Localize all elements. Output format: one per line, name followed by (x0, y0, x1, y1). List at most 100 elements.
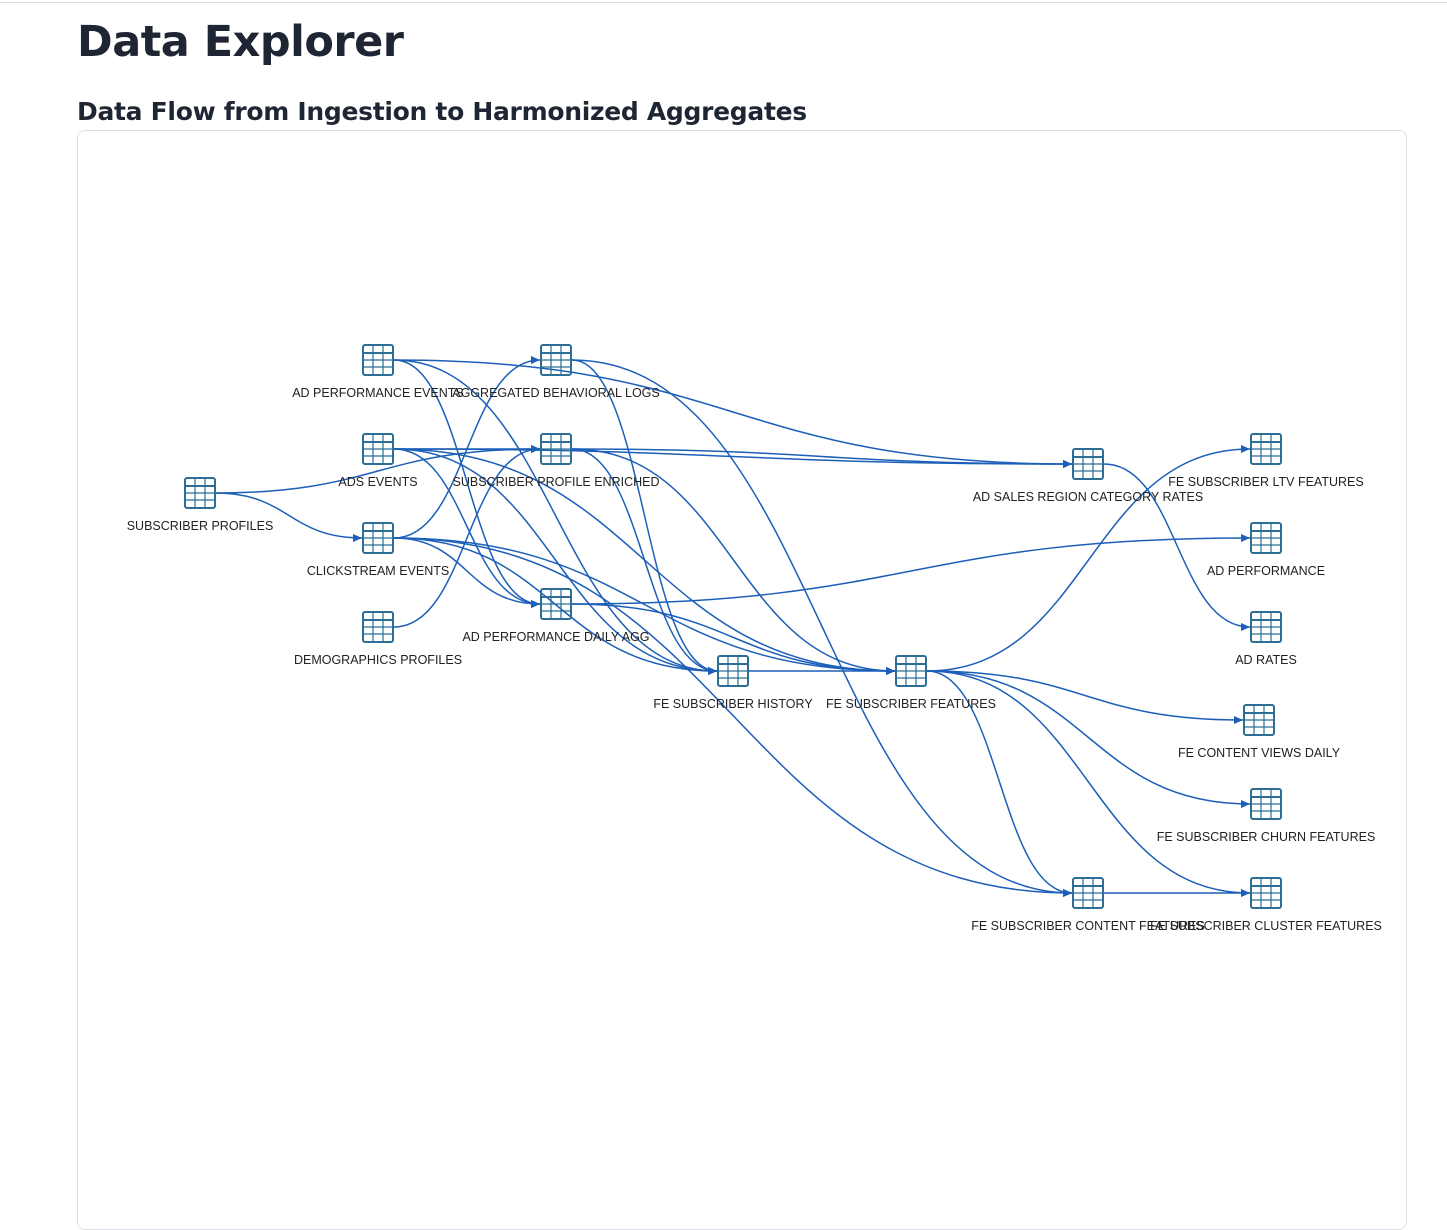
edge-subscriber_profile_enriched-to-fe_subscriber_history (571, 448, 718, 672)
node-label: FE SUBSCRIBER HISTORY (653, 697, 813, 711)
node-fe-subscriber-features[interactable]: FE SUBSCRIBER FEATURES (826, 655, 996, 711)
edge-fe_subscriber_features-to-fe_subscriber_churn_features (926, 670, 1251, 805)
edge-arrowhead (353, 534, 362, 542)
node-fe-subscriber-ltv-features[interactable]: FE SUBSCRIBER LTV FEATURES (1168, 433, 1364, 489)
edge-arrowhead (1063, 460, 1072, 468)
node-ad-performance-events[interactable]: AD PERFORMANCE EVENTS (292, 344, 464, 400)
table-icon (895, 655, 927, 687)
edge-arrowhead (1241, 800, 1250, 808)
edge-arrowhead (1241, 889, 1250, 897)
edge-clickstream_events-to-aggregated_behavioral_logs (393, 359, 541, 539)
edge-demographics_profiles-to-subscriber_profile_enriched (393, 448, 541, 628)
edge-arrowhead (708, 667, 717, 675)
edge-subscriber_profile_enriched-to-fe_subscriber_features (571, 448, 896, 672)
node-fe-content-views-daily[interactable]: FE CONTENT VIEWS DAILY (1178, 704, 1341, 760)
edge-subscriber_profiles-to-clickstream_events (215, 492, 363, 539)
node-ad-sales-region-category-rates[interactable]: AD SALES REGION CATEGORY RATES (973, 448, 1203, 504)
node-label: FE SUBSCRIBER CLUSTER FEATURES (1150, 919, 1382, 933)
edge-aggregated_behavioral_logs-to-fe_subscriber_content_features (571, 359, 1073, 894)
node-fe-subscriber-churn-features[interactable]: FE SUBSCRIBER CHURN FEATURES (1157, 788, 1376, 844)
node-label: SUBSCRIBER PROFILE ENRICHED (453, 475, 660, 489)
node-ad-performance-daily-agg[interactable]: AD PERFORMANCE DAILY AGG (462, 588, 650, 644)
node-aggregated-behavioral-logs[interactable]: AGGREGATED BEHAVIORAL LOGS (452, 344, 660, 400)
node-fe-subscriber-cluster-features[interactable]: FE SUBSCRIBER CLUSTER FEATURES (1150, 877, 1382, 933)
table-icon (717, 655, 749, 687)
edge-ads_events-to-ad_performance_daily_agg (393, 448, 541, 605)
edge-fe_subscriber_features-to-fe_subscriber_content_features (926, 670, 1073, 894)
table-icon (540, 344, 572, 376)
node-demographics-profiles[interactable]: DEMOGRAPHICS PROFILES (294, 611, 462, 667)
edge-clickstream_events-to-fe_subscriber_features (393, 537, 896, 672)
edge-subscriber_profile_enriched-to-ad_sales_region_category_rates (571, 448, 1073, 465)
table-icon (1250, 611, 1282, 643)
lineage-graph-panel[interactable] (77, 130, 1407, 1230)
table-icon (1072, 448, 1104, 480)
node-ad-rates[interactable]: AD RATES (1235, 611, 1297, 667)
node-label: FE SUBSCRIBER FEATURES (826, 697, 996, 711)
edge-arrowhead (1234, 716, 1243, 724)
node-ads-events[interactable]: ADS EVENTS (338, 433, 418, 489)
node-label: AD PERFORMANCE DAILY AGG (462, 630, 649, 644)
edges-layer (215, 356, 1251, 897)
table-icon (1250, 877, 1282, 909)
node-subscriber-profile-enriched[interactable]: SUBSCRIBER PROFILE ENRICHED (453, 433, 660, 489)
table-icon (1250, 522, 1282, 554)
table-icon (540, 588, 572, 620)
table-icon (1072, 877, 1104, 909)
node-label: FE SUBSCRIBER CONTENT FEATURES (971, 919, 1205, 933)
edge-ad_performance_events-to-ad_sales_region_category_rates (393, 359, 1073, 465)
table-icon (1243, 704, 1275, 736)
node-label: DEMOGRAPHICS PROFILES (294, 653, 462, 667)
edge-arrowhead (1063, 889, 1072, 897)
edge-clickstream_events-to-fe_subscriber_content_features (393, 537, 1073, 894)
edge-arrowhead (886, 667, 895, 675)
top-divider (0, 2, 1447, 3)
node-label: AGGREGATED BEHAVIORAL LOGS (452, 386, 659, 400)
edge-fe_subscriber_features-to-fe_content_views_daily (926, 670, 1244, 721)
node-label: ADS EVENTS (338, 475, 417, 489)
edge-ad_performance_events-to-ad_performance_daily_agg (393, 359, 541, 605)
page-title: Data Explorer (77, 17, 404, 67)
node-label: AD PERFORMANCE EVENTS (292, 386, 464, 400)
table-icon (1250, 788, 1282, 820)
section-title: Data Flow from Ingestion to Harmonized A… (77, 97, 807, 126)
table-icon (362, 344, 394, 376)
node-label: SUBSCRIBER PROFILES (127, 519, 274, 533)
table-icon (540, 433, 572, 465)
table-icon (1250, 433, 1282, 465)
node-subscriber-profiles[interactable]: SUBSCRIBER PROFILES (127, 477, 274, 533)
node-label: AD RATES (1235, 653, 1297, 667)
edge-subscriber_profiles-to-subscriber_profile_enriched (215, 448, 541, 494)
table-icon (362, 433, 394, 465)
edge-ad_performance_daily_agg-to-ad_performance (571, 537, 1251, 605)
table-icon (184, 477, 216, 509)
edge-arrowhead (531, 445, 540, 453)
edge-fe_subscriber_features-to-fe_subscriber_ltv_features (926, 448, 1251, 672)
table-icon (362, 611, 394, 643)
edge-aggregated_behavioral_logs-to-fe_subscriber_history (571, 359, 718, 672)
edge-clickstream_events-to-ad_performance_daily_agg (393, 537, 541, 605)
node-label: CLICKSTREAM EVENTS (307, 564, 449, 578)
edge-fe_subscriber_features-to-fe_subscriber_cluster_features (926, 670, 1251, 894)
table-icon (362, 522, 394, 554)
edge-ads_events-to-ad_sales_region_category_rates (393, 448, 1073, 465)
edge-ad_performance_events-to-fe_subscriber_history (393, 359, 718, 672)
node-clickstream-events[interactable]: CLICKSTREAM EVENTS (307, 522, 449, 578)
node-label: FE SUBSCRIBER CHURN FEATURES (1157, 830, 1376, 844)
node-ad-performance[interactable]: AD PERFORMANCE (1207, 522, 1325, 578)
node-label: FE CONTENT VIEWS DAILY (1178, 746, 1341, 760)
node-label: AD PERFORMANCE (1207, 564, 1325, 578)
edge-arrowhead (531, 600, 540, 608)
node-fe-subscriber-history[interactable]: FE SUBSCRIBER HISTORY (653, 655, 813, 711)
edge-ads_events-to-fe_subscriber_history (393, 448, 718, 672)
node-label: AD SALES REGION CATEGORY RATES (973, 490, 1203, 504)
edge-arrowhead (1241, 445, 1250, 453)
edge-arrowhead (1241, 534, 1250, 542)
edge-ad_performance_daily_agg-to-fe_subscriber_features (571, 603, 896, 672)
edge-arrowhead (531, 356, 540, 364)
edge-ad_sales_region_category_rates-to-ad_rates (1103, 463, 1251, 628)
node-label: FE SUBSCRIBER LTV FEATURES (1168, 475, 1363, 489)
node-fe-subscriber-content-features[interactable]: FE SUBSCRIBER CONTENT FEATURES (971, 877, 1205, 933)
